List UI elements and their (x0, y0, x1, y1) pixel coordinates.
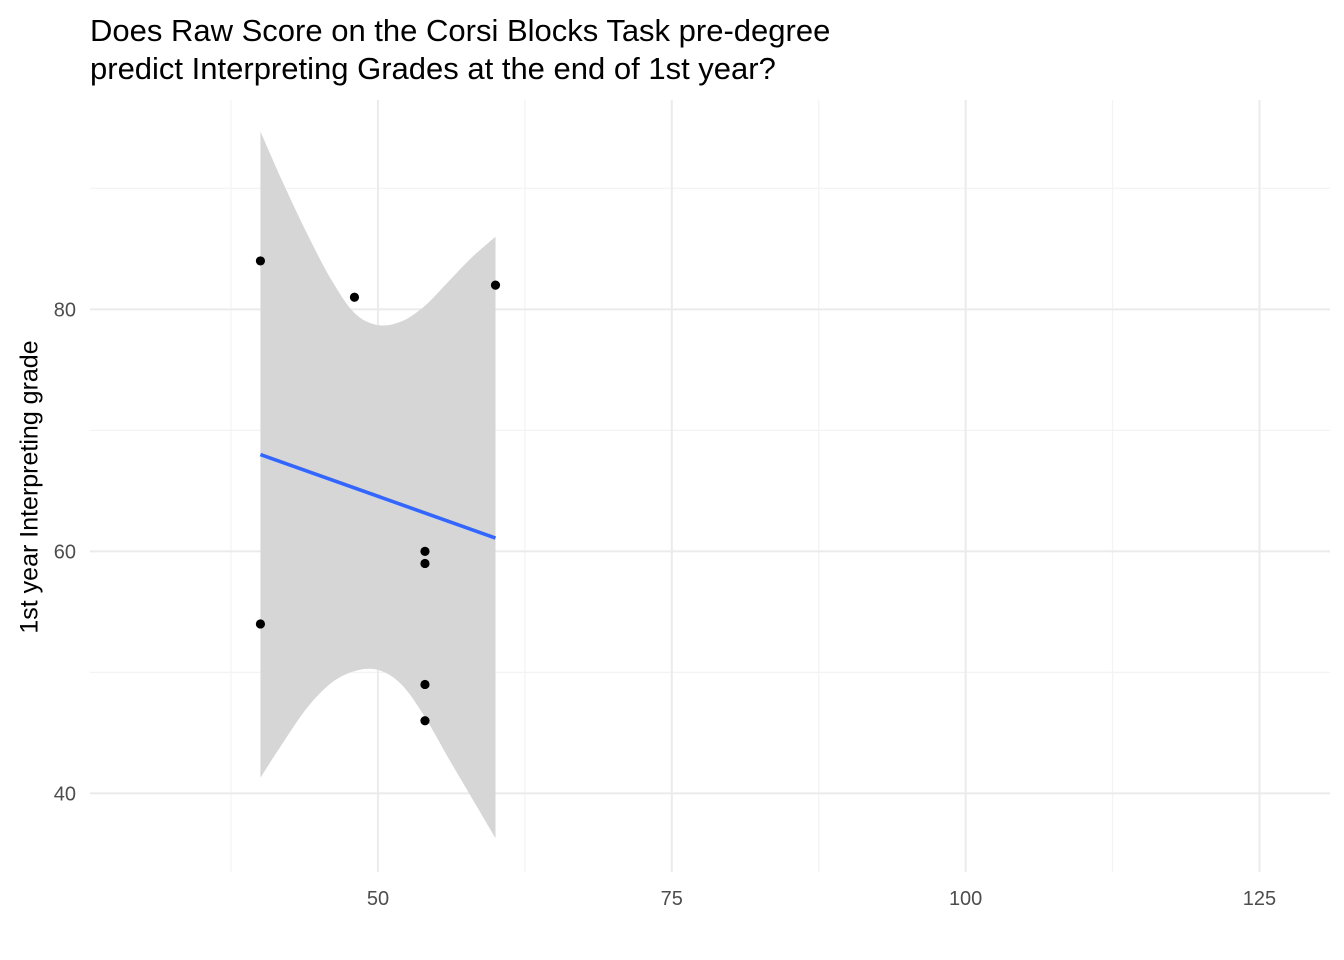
chart-title-line-2: predict Interpreting Grades at the end o… (90, 51, 776, 86)
regression-line (259, 452, 497, 540)
y-tick-label: 60 (54, 541, 76, 563)
data-point (490, 280, 501, 290)
data-point (420, 558, 430, 569)
fit-line-layer (259, 452, 497, 540)
data-point (420, 716, 430, 726)
chart-title: Does Raw Score on the Corsi Blocks Task … (90, 12, 1290, 88)
data-point (349, 292, 360, 302)
y-tick-label: 40 (54, 783, 76, 805)
x-tick-label: 50 (367, 888, 389, 910)
data-point (420, 679, 430, 690)
x-tick-label: 75 (661, 888, 683, 910)
x-tick-labels: 50 75 100 125 (367, 888, 1276, 910)
data-point (420, 546, 430, 556)
confidence-band-layer (260, 131, 496, 839)
data-point (255, 256, 266, 266)
x-tick-label: 100 (949, 888, 982, 910)
data-point (255, 619, 266, 629)
confidence-band (260, 131, 496, 839)
y-tick-labels: 40 60 80 (54, 299, 76, 805)
x-tick-label: 125 (1243, 888, 1276, 910)
chart-title-line-1: Does Raw Score on the Corsi Blocks Task … (90, 13, 831, 48)
points-layer (255, 256, 501, 726)
y-tick-label: 80 (54, 299, 76, 321)
